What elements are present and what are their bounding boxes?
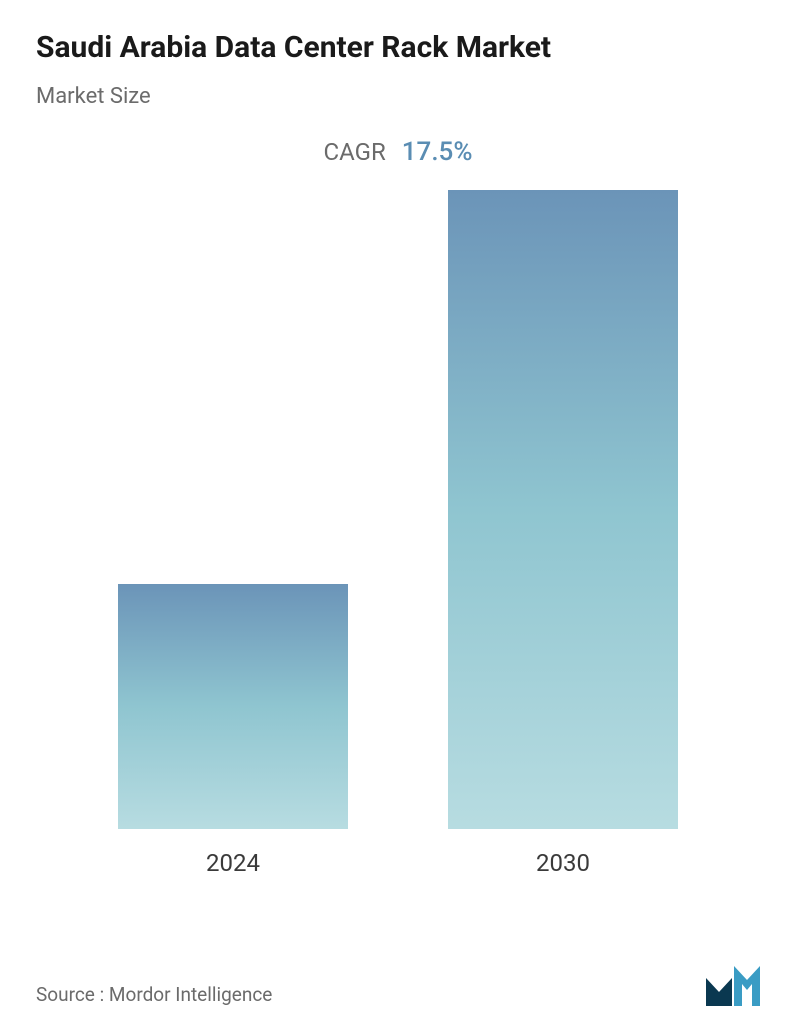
chart-subtitle: Market Size bbox=[36, 84, 760, 109]
bar-0 bbox=[118, 584, 348, 829]
bar-group-0: 2024 bbox=[118, 584, 348, 877]
chart-title: Saudi Arabia Data Center Rack Market bbox=[36, 30, 760, 66]
cagr-value: 17.5% bbox=[402, 137, 473, 167]
brand-logo-icon bbox=[706, 966, 760, 1006]
bar-label-0: 2024 bbox=[206, 849, 260, 877]
cagr-label: CAGR bbox=[324, 138, 386, 166]
bar-1 bbox=[448, 190, 678, 829]
chart-wrapper: 2024 2030 bbox=[36, 197, 760, 917]
bar-label-1: 2030 bbox=[536, 849, 590, 877]
cagr-row: CAGR 17.5% bbox=[36, 137, 760, 167]
source-text: Source : Mordor Intelligence bbox=[36, 983, 272, 1006]
footer: Source : Mordor Intelligence bbox=[36, 966, 760, 1006]
bar-group-1: 2030 bbox=[448, 190, 678, 877]
chart-area: 2024 2030 bbox=[36, 197, 760, 877]
chart-container: Saudi Arabia Data Center Rack Market Mar… bbox=[0, 0, 796, 1034]
